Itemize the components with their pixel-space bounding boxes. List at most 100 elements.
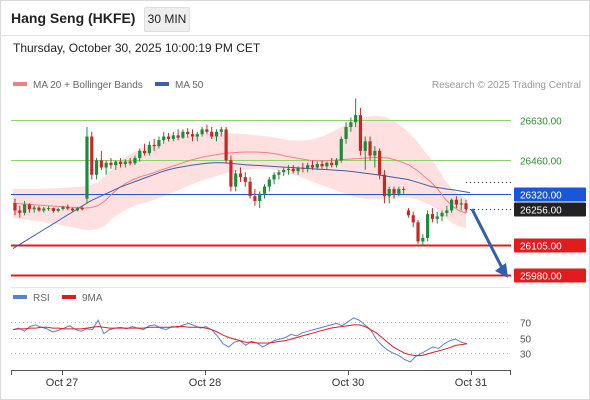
x-tick-label: Oct 28 [189,377,221,389]
candle-body [99,160,103,168]
candle-body [272,174,276,180]
candle-body [330,162,334,166]
candle-body [315,163,319,168]
legend-rsi-label: RSI [33,293,50,304]
level-label-box-support [514,238,586,253]
level-label-support: 25980.00 [520,272,562,283]
rsi-tick-label: 70 [520,319,532,330]
legend-rsi: RSI [13,293,50,304]
legend-ma20: MA 20 + Bollinger Bands [13,80,143,91]
candle-body [186,131,190,135]
ma20-line [12,151,467,214]
candle-body [426,214,430,238]
candle-body [75,208,79,211]
candle-body [392,189,396,194]
candle-body [238,173,243,178]
forecast-arrow-shaft [470,208,504,269]
candle-body [440,212,444,217]
candle-body [402,189,406,190]
rsi-ma-line [12,324,468,357]
candle-body [42,208,46,211]
candle-body [406,210,411,216]
timestamp: Thursday, October 30, 2025 10:00:19 PM C… [13,41,261,55]
candle-body [411,215,415,223]
level-label-box-current [514,187,586,202]
level-label-support: 26105.00 [520,242,562,253]
candle-body [181,131,185,138]
candle-body [171,135,175,139]
candle-body [18,210,22,213]
rsi-tick-label: 50 [520,335,532,346]
candle-body [253,196,257,201]
candle-body [37,207,41,211]
bollinger-band [13,115,466,231]
candle-body [118,161,123,164]
chart-header: Hang Seng (HKFE) 30 MIN [0,0,590,36]
candle-body [387,189,391,197]
timeframe-button[interactable]: 30 MIN [144,7,190,32]
candle-body [13,203,17,211]
legend-ma50-label: MA 50 [175,80,204,91]
candle-body [205,129,209,132]
ma50-swatch [155,82,169,87]
candle-body [354,115,358,123]
candle-body [46,208,51,210]
candle-body [450,199,454,211]
candle-body [349,122,353,127]
candle-body [344,127,348,139]
candle-body [219,129,223,132]
instrument-title: Hang Seng (HKFE) [11,10,136,26]
candle-body [325,162,329,167]
candle-body [301,167,305,169]
candle-body [61,206,65,210]
candles-group [13,98,468,247]
candle-body [56,209,60,211]
candle-body [363,141,367,151]
candle-body [334,160,339,166]
candle-body [464,203,468,210]
candle-body [109,162,113,166]
candle-body [114,161,118,166]
rsi-line [12,317,468,363]
rsi-swatch [13,295,27,300]
candle-body [51,208,55,211]
candle-body [310,165,315,168]
candle-body [176,135,180,138]
candle-body [258,193,262,201]
candle-body [142,150,147,154]
candle-body [66,206,70,209]
candle-body [416,222,420,242]
candle-body [80,208,84,210]
x-tick-label: Oct 27 [46,377,78,389]
level-label-resistance: 26460.00 [520,157,562,168]
ma9-swatch [62,295,76,300]
candle-body [123,161,127,164]
legend-9ma-label: 9MA [82,293,103,304]
level-label-resistance: 26630.00 [520,117,562,128]
candle-body [147,144,151,154]
candle-body [306,165,310,169]
candle-body [339,138,343,161]
candle-body [459,203,463,205]
candle-body [378,150,382,175]
level-label-box-support [514,268,586,283]
legend-ma50: MA 50 [155,80,203,91]
level-label-box-last [514,202,586,217]
candle-body [90,136,94,175]
candle-body [162,136,166,141]
candle-body [248,181,252,197]
forecast-arrow-head [495,262,508,278]
candle-body [373,150,377,156]
ma20-swatch [13,82,27,87]
candle-body [224,129,228,161]
candle-body [133,158,137,164]
candle-body [27,204,31,210]
candle-body [282,169,286,173]
x-tick-label: Oct 30 [332,377,364,389]
legend-ma20-label: MA 20 + Bollinger Bands [33,80,143,91]
legend-9ma: 9MA [62,293,103,304]
candle-body [243,177,247,182]
candle-body [296,167,300,172]
candle-body [267,179,271,187]
candle-body [190,134,195,137]
